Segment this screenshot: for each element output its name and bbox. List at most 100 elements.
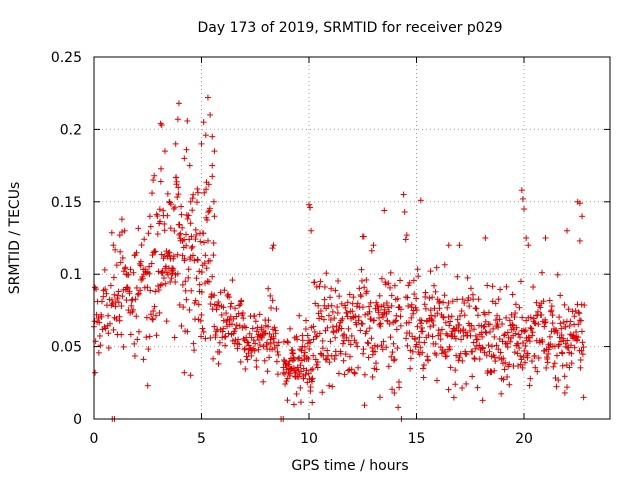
data-point bbox=[149, 252, 156, 259]
data-point bbox=[549, 312, 556, 319]
data-point bbox=[248, 352, 255, 359]
data-point bbox=[295, 373, 302, 380]
data-point bbox=[229, 321, 236, 328]
data-point bbox=[265, 317, 272, 324]
data-point bbox=[181, 257, 188, 264]
data-point bbox=[525, 242, 532, 249]
data-point bbox=[561, 373, 568, 380]
data-point bbox=[470, 339, 477, 346]
data-point bbox=[205, 181, 212, 188]
data-point bbox=[575, 321, 582, 328]
data-point bbox=[363, 276, 370, 283]
data-point bbox=[223, 318, 230, 325]
data-point bbox=[479, 397, 486, 404]
data-point bbox=[171, 227, 178, 234]
data-point bbox=[521, 328, 528, 335]
data-point bbox=[209, 273, 216, 280]
data-point bbox=[163, 318, 170, 325]
data-point bbox=[509, 291, 516, 298]
data-point bbox=[167, 225, 174, 232]
data-point bbox=[447, 318, 454, 325]
data-point bbox=[184, 117, 191, 124]
data-point bbox=[145, 230, 152, 237]
data-point bbox=[527, 375, 534, 382]
data-point bbox=[489, 283, 496, 290]
data-point bbox=[395, 379, 402, 386]
data-point bbox=[427, 323, 434, 330]
data-point bbox=[501, 331, 508, 338]
data-point bbox=[511, 349, 518, 356]
data-point bbox=[452, 335, 459, 342]
data-point bbox=[405, 319, 412, 326]
data-point bbox=[455, 357, 462, 364]
data-point bbox=[267, 292, 274, 299]
data-point bbox=[324, 324, 331, 331]
data-point bbox=[336, 293, 343, 300]
data-point bbox=[156, 206, 163, 213]
data-point bbox=[328, 302, 335, 309]
data-point bbox=[521, 347, 528, 354]
data-point bbox=[486, 348, 493, 355]
data-point bbox=[365, 354, 372, 361]
data-point bbox=[215, 298, 222, 305]
data-point bbox=[151, 303, 158, 310]
data-point bbox=[282, 360, 289, 367]
data-point bbox=[126, 290, 133, 297]
data-point bbox=[473, 305, 480, 312]
data-point bbox=[302, 371, 309, 378]
data-point bbox=[489, 343, 496, 350]
data-point bbox=[161, 227, 168, 234]
data-point bbox=[436, 305, 443, 312]
data-point bbox=[398, 306, 405, 313]
data-point bbox=[215, 360, 222, 367]
data-point bbox=[397, 313, 404, 320]
data-point bbox=[480, 345, 487, 352]
data-point bbox=[298, 368, 305, 375]
data-point bbox=[371, 342, 378, 349]
data-point bbox=[222, 333, 229, 340]
data-point bbox=[391, 390, 398, 397]
data-point bbox=[579, 213, 586, 220]
data-point bbox=[538, 311, 545, 318]
x-tick-label: 20 bbox=[515, 431, 533, 447]
data-point bbox=[385, 363, 392, 370]
data-point bbox=[387, 269, 394, 276]
data-point bbox=[562, 323, 569, 330]
data-point bbox=[358, 266, 365, 273]
data-point bbox=[528, 325, 535, 332]
data-point bbox=[200, 230, 207, 237]
data-point bbox=[335, 370, 342, 377]
data-point bbox=[101, 266, 108, 273]
data-point bbox=[143, 334, 150, 341]
data-point bbox=[558, 331, 565, 338]
data-point bbox=[309, 366, 316, 373]
data-point bbox=[454, 316, 461, 323]
data-point bbox=[577, 364, 584, 371]
data-point bbox=[179, 252, 186, 259]
data-point bbox=[321, 283, 328, 290]
data-point bbox=[540, 298, 547, 305]
data-point bbox=[207, 334, 214, 341]
data-point bbox=[344, 299, 351, 306]
data-point bbox=[310, 352, 317, 359]
data-point bbox=[204, 278, 211, 285]
data-point bbox=[212, 334, 219, 341]
data-point bbox=[328, 352, 335, 359]
data-point bbox=[297, 362, 304, 369]
data-point bbox=[522, 359, 529, 366]
data-point bbox=[514, 350, 521, 357]
data-point bbox=[205, 209, 212, 216]
data-point bbox=[548, 303, 555, 310]
data-point bbox=[506, 361, 513, 368]
data-point bbox=[273, 342, 280, 349]
data-point bbox=[352, 313, 359, 320]
data-point bbox=[313, 332, 320, 339]
data-point bbox=[472, 332, 479, 339]
data-point bbox=[273, 305, 280, 312]
data-point bbox=[227, 303, 234, 310]
y-tick-label: 0.2 bbox=[60, 122, 82, 138]
data-point bbox=[172, 279, 179, 286]
data-point bbox=[558, 325, 565, 332]
data-point bbox=[114, 292, 121, 299]
data-point bbox=[146, 333, 153, 340]
